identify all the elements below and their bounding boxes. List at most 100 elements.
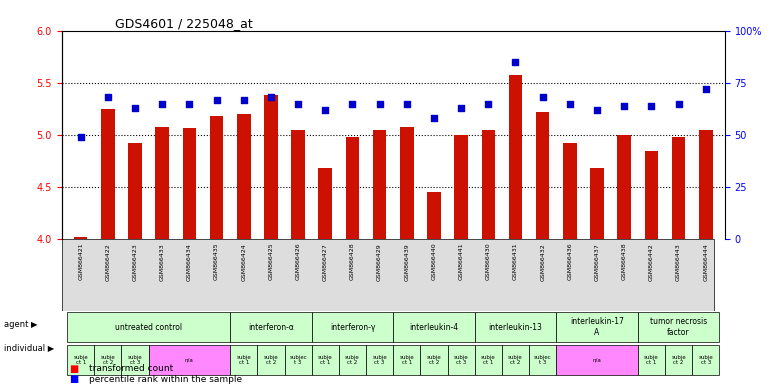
Text: subjec
t 3: subjec t 3 (534, 354, 551, 365)
Bar (94, 345, 122, 375)
Point (564, 101, 576, 107)
Text: tumor necrosis
factor: tumor necrosis factor (650, 318, 707, 337)
Bar (692, 345, 719, 375)
Text: subje
ct 3: subje ct 3 (372, 354, 387, 365)
Bar (509, 74, 522, 239)
Bar (393, 345, 420, 375)
Text: GSM866441: GSM866441 (459, 243, 463, 280)
Point (237, 96, 250, 103)
Point (75, 134, 87, 140)
Text: GSM866435: GSM866435 (214, 243, 219, 280)
Point (455, 105, 467, 111)
Text: subje
ct 2: subje ct 2 (264, 354, 278, 365)
Text: untreated control: untreated control (115, 323, 182, 332)
Text: GSM866427: GSM866427 (323, 243, 328, 281)
Text: GSM866433: GSM866433 (160, 243, 165, 281)
Point (292, 101, 305, 107)
Bar (122, 345, 149, 375)
Text: GSM866436: GSM866436 (567, 243, 572, 280)
Bar (258, 345, 284, 375)
Text: GSM866438: GSM866438 (621, 243, 627, 280)
Text: subje
ct 1: subje ct 1 (481, 354, 496, 365)
Bar (529, 345, 556, 375)
Bar (373, 130, 386, 239)
Bar (400, 127, 413, 239)
Bar (563, 143, 577, 239)
Bar (156, 127, 169, 239)
Bar (264, 95, 278, 239)
Bar (591, 168, 604, 239)
Point (401, 101, 413, 107)
Point (373, 101, 386, 107)
Text: subje
ct 2: subje ct 2 (345, 354, 360, 365)
Point (210, 96, 223, 103)
Text: GSM866428: GSM866428 (350, 243, 355, 280)
Point (482, 101, 494, 107)
Text: n/a: n/a (185, 358, 194, 362)
Text: interferon-α: interferon-α (248, 323, 294, 332)
Bar (366, 345, 393, 375)
Point (129, 105, 141, 111)
Text: GSM866421: GSM866421 (78, 243, 83, 280)
Text: interleukin-13: interleukin-13 (489, 323, 543, 332)
Bar (210, 116, 224, 239)
Bar (556, 345, 638, 375)
Text: GSM866439: GSM866439 (404, 243, 409, 281)
Text: agent ▶: agent ▶ (4, 320, 37, 329)
Point (672, 101, 685, 107)
Bar (454, 135, 468, 239)
Point (428, 115, 440, 121)
Text: GSM866442: GSM866442 (649, 243, 654, 281)
Bar (128, 143, 142, 239)
Bar (482, 130, 495, 239)
Text: GDS4601 / 225048_at: GDS4601 / 225048_at (115, 17, 252, 30)
Bar (345, 137, 359, 239)
Text: interleukin-17
A: interleukin-17 A (570, 318, 624, 337)
Bar (475, 345, 502, 375)
Bar (183, 128, 196, 239)
Text: interferon-γ: interferon-γ (330, 323, 375, 332)
Text: ■: ■ (69, 364, 79, 374)
Bar (699, 130, 712, 239)
Text: subje
ct 2: subje ct 2 (100, 354, 115, 365)
Bar (339, 345, 366, 375)
Text: subje
ct 1: subje ct 1 (73, 354, 88, 365)
Text: subje
ct 1: subje ct 1 (399, 354, 414, 365)
Bar (74, 237, 87, 239)
Text: ■: ■ (69, 374, 79, 384)
Point (618, 103, 631, 109)
Point (264, 94, 277, 101)
Text: interleukin-4: interleukin-4 (409, 323, 459, 332)
Text: subje
ct 3: subje ct 3 (454, 354, 469, 365)
Bar (237, 114, 251, 239)
Text: transformed count: transformed count (89, 364, 173, 373)
Text: GSM866440: GSM866440 (432, 243, 436, 280)
Text: GSM866443: GSM866443 (676, 243, 681, 281)
Bar (502, 345, 529, 375)
Text: GSM866425: GSM866425 (268, 243, 274, 280)
Text: subje
ct 1: subje ct 1 (318, 354, 332, 365)
Text: GSM866429: GSM866429 (377, 243, 382, 281)
Bar (67, 313, 231, 342)
Bar (291, 130, 305, 239)
Text: GSM866424: GSM866424 (241, 243, 246, 281)
Bar (149, 345, 231, 375)
Text: GSM866434: GSM866434 (187, 243, 192, 281)
Bar (672, 137, 685, 239)
Bar (638, 313, 719, 342)
Text: GSM866430: GSM866430 (486, 243, 491, 280)
Bar (665, 345, 692, 375)
Text: subje
ct 1: subje ct 1 (644, 354, 658, 365)
Text: subjec
t 3: subjec t 3 (289, 354, 307, 365)
Bar (645, 151, 658, 239)
Text: GSM866437: GSM866437 (594, 243, 600, 281)
Point (699, 86, 712, 92)
Bar (638, 345, 665, 375)
Text: percentile rank within the sample: percentile rank within the sample (89, 375, 242, 384)
Text: individual ▶: individual ▶ (4, 343, 54, 352)
Point (183, 101, 196, 107)
Text: subje
ct 2: subje ct 2 (508, 354, 523, 365)
Text: GSM866444: GSM866444 (703, 243, 709, 281)
Text: subje
ct 2: subje ct 2 (426, 354, 441, 365)
Point (102, 94, 114, 101)
